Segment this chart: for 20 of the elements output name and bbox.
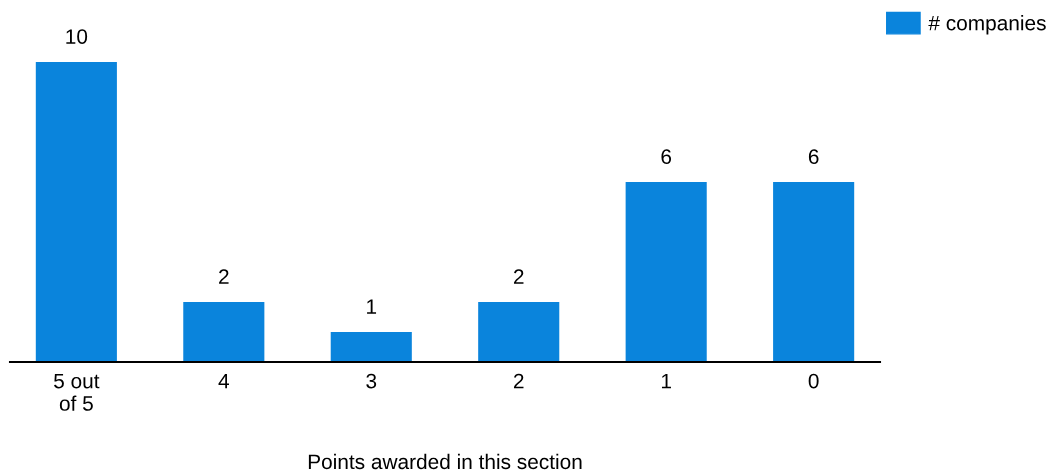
data-label: 2	[513, 269, 524, 284]
bar	[183, 302, 265, 362]
bar	[330, 332, 412, 362]
data-label: 2	[219, 269, 229, 284]
x-tick-label: 1	[661, 373, 671, 389]
legend-label: # companies	[928, 15, 1046, 35]
bar	[35, 62, 117, 362]
data-label: 10	[66, 29, 88, 44]
data-label: 1	[367, 299, 377, 314]
x-tick-label: 4	[218, 373, 229, 389]
x-tick-label: 3	[366, 373, 377, 389]
bar	[625, 182, 707, 362]
bar	[773, 182, 855, 362]
x-tick-label: 0	[808, 373, 819, 389]
x-tick-label: 5 out of 5	[54, 373, 100, 411]
bar	[478, 302, 560, 362]
x-tick-label: 2	[513, 373, 524, 389]
data-label: 6	[808, 149, 819, 164]
data-label: 6	[661, 149, 672, 164]
x-axis-title: Points awarded in this section	[308, 453, 582, 470]
